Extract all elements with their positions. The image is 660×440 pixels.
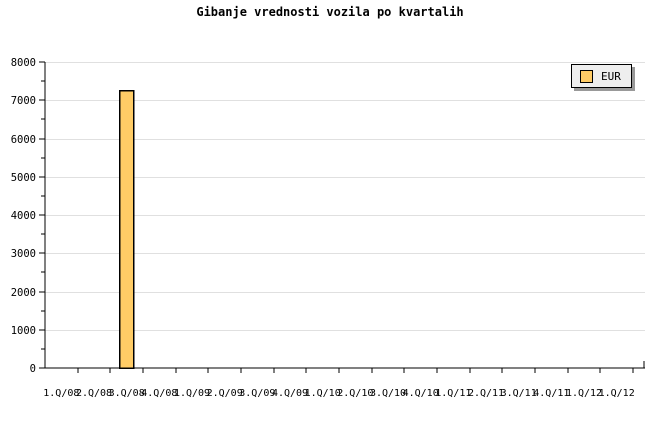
y-tick-label: 1000	[11, 325, 36, 337]
y-tick-label: 4000	[11, 210, 36, 222]
x-tick-label: 4.Q/11	[533, 388, 569, 399]
x-tick-label: 1.Q/12	[599, 388, 635, 399]
y-tick-label: 8000	[11, 57, 36, 69]
x-tick-label: 1.Q/10	[305, 388, 341, 399]
x-tick-label: 3.Q/10	[370, 388, 406, 399]
y-tick-label: 3000	[11, 248, 36, 260]
y-tick-label: 5000	[11, 172, 36, 184]
x-tick-label: 2.Q/09	[207, 388, 243, 399]
legend: EUR	[571, 64, 632, 88]
y-tick-label: 6000	[11, 134, 36, 146]
x-tick-label: 2.Q/10	[337, 388, 373, 399]
chart-title: Gibanje vrednosti vozila po kvartalih	[196, 5, 464, 19]
x-tick-label: 4.Q/08	[141, 388, 177, 399]
x-tick-label: 2.Q/08	[76, 388, 112, 399]
x-tick-label: 2.Q/11	[468, 388, 504, 399]
legend-swatch-icon	[580, 69, 593, 83]
legend-series-label: EUR	[601, 69, 621, 83]
x-tick-label: 1.Q/08	[43, 388, 79, 399]
x-tick-label: 1.Q/12	[566, 388, 602, 399]
x-tick-label: 4.Q/09	[272, 388, 308, 399]
bar-EUR-3.Q/08	[118, 89, 135, 369]
x-tick-label: 3.Q/09	[239, 388, 275, 399]
x-tick-label: 3.Q/08	[109, 388, 145, 399]
x-tick-label: 1.Q/09	[174, 388, 210, 399]
x-tick-label: 3.Q/11	[501, 388, 537, 399]
y-tick-label: 7000	[11, 95, 36, 107]
y-tick-label: 0	[30, 363, 36, 375]
y-tick-label: 2000	[11, 287, 36, 299]
x-tick-label: 4.Q/10	[403, 388, 439, 399]
x-tick-label: 1.Q/11	[435, 388, 471, 399]
